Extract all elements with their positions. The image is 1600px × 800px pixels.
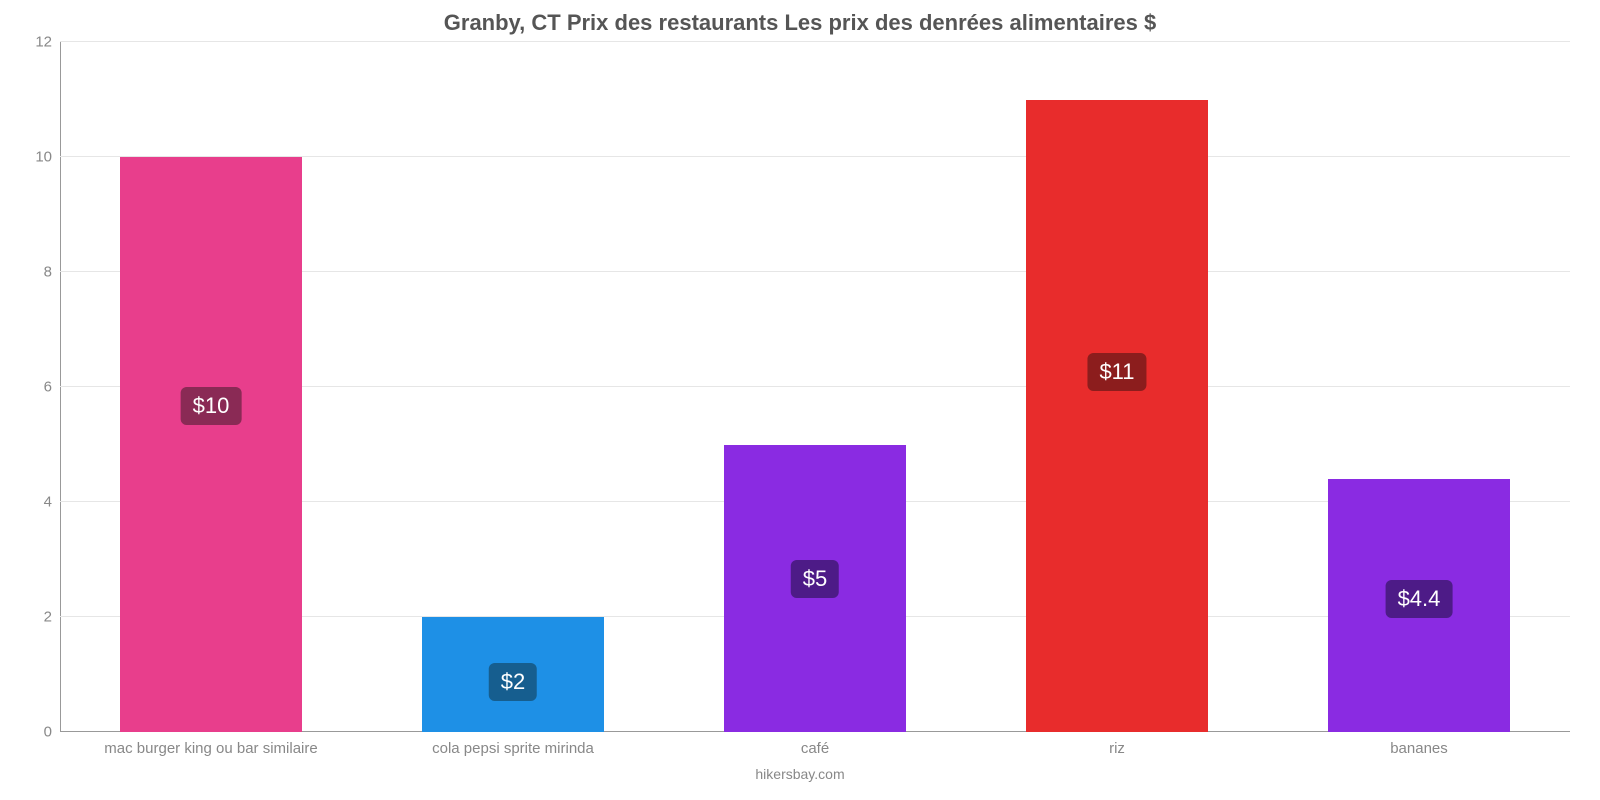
y-tick-label: 6 <box>44 379 52 396</box>
bar: $10 <box>120 157 301 732</box>
y-tick-label: 8 <box>44 264 52 281</box>
chart-area: 024681012$10$2$5$11$4.4 <box>60 42 1570 732</box>
y-tick-label: 2 <box>44 609 52 626</box>
value-badge: $10 <box>181 387 242 425</box>
bar: $4.4 <box>1328 479 1509 732</box>
x-tick-label: riz <box>1109 740 1125 757</box>
value-badge: $5 <box>791 560 839 598</box>
value-badge: $11 <box>1087 353 1146 391</box>
x-tick-label: cola pepsi sprite mirinda <box>432 740 594 757</box>
x-tick-label: mac burger king ou bar similaire <box>104 740 317 757</box>
source-footer: hikersbay.com <box>0 762 1600 782</box>
value-badge: $4.4 <box>1386 580 1453 618</box>
y-tick-label: 12 <box>35 34 52 51</box>
y-axis <box>60 42 61 732</box>
chart-title: Granby, CT Prix des restaurants Les prix… <box>0 0 1600 42</box>
grid-line <box>60 41 1570 42</box>
x-axis-labels: mac burger king ou bar similaire cola pep… <box>60 732 1570 762</box>
x-tick-label: café <box>801 740 829 757</box>
bar: $11 <box>1026 100 1207 733</box>
value-badge: $2 <box>489 663 537 701</box>
y-tick-label: 4 <box>44 494 52 511</box>
y-tick-label: 10 <box>35 149 52 166</box>
y-tick-label: 0 <box>44 724 52 741</box>
bar: $2 <box>422 617 603 732</box>
bar: $5 <box>724 445 905 733</box>
plot-region: 024681012$10$2$5$11$4.4 <box>60 42 1570 732</box>
x-tick-label: bananes <box>1390 740 1448 757</box>
